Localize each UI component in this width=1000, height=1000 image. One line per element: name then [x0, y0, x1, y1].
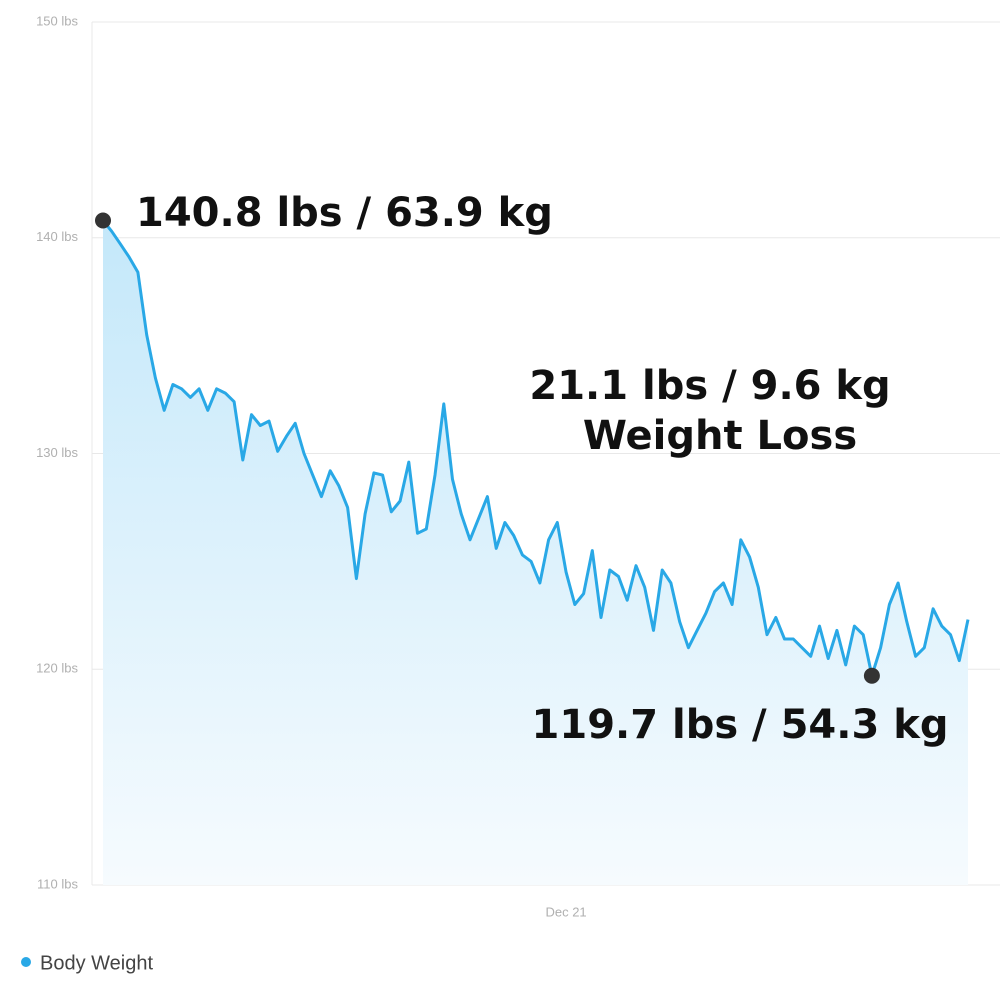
- y-tick-label: 120 lbs: [36, 661, 78, 676]
- annotation: Weight Loss: [583, 413, 857, 459]
- x-tick-label: Dec 21: [545, 904, 586, 919]
- annotation: 119.7 lbs / 54.3 kg: [532, 702, 949, 748]
- y-tick-label: 110 lbs: [37, 876, 78, 891]
- y-tick-label: 130 lbs: [36, 445, 78, 460]
- y-tick-label: 150 lbs: [36, 13, 78, 28]
- legend-label: Body Weight: [40, 952, 153, 974]
- annotation: 140.8 lbs / 63.9 kg: [136, 190, 553, 236]
- highlight-dot: [863, 667, 880, 684]
- area-fill: [103, 220, 968, 885]
- y-tick-label: 140 lbs: [36, 229, 78, 244]
- highlight-dot: [95, 212, 111, 229]
- legend-marker: [21, 957, 31, 967]
- line: [101, 219, 970, 678]
- annotation: 21.1 lbs / 9.6 kg: [529, 363, 890, 409]
